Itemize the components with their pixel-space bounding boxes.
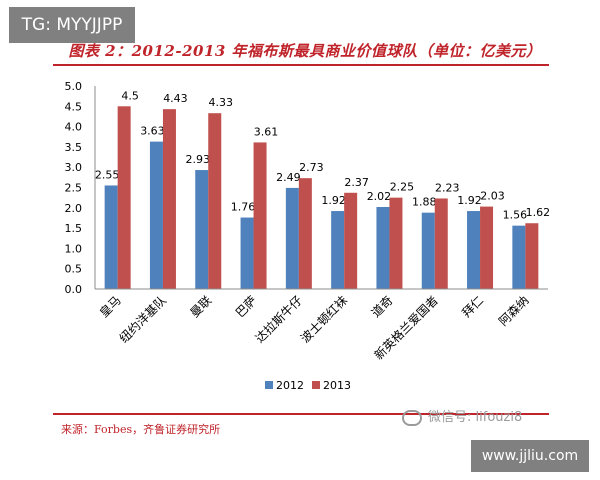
wechat-icon [402, 409, 422, 426]
wechat-watermark: 微信号: lifouzi8 [402, 406, 522, 426]
bar-2013-1 [117, 106, 131, 289]
data-label-2013-10: 1.62 [526, 206, 551, 219]
data-label-2013-2: 4.43 [163, 92, 188, 105]
legend-label-2013: 2013 [323, 379, 351, 392]
data-label-2012-9: 1.92 [457, 194, 482, 207]
chart-title: 图表 2：2012-2013 年福布斯最具商业价值球队（单位：亿美元） [68, 42, 542, 60]
y-tick-label: 0.5 [65, 263, 83, 276]
y-tick-label: 3.5 [65, 141, 83, 154]
data-label-2013-5: 2.73 [299, 161, 324, 174]
bar-2012-4 [240, 217, 254, 289]
bar-2013-7 [389, 197, 403, 289]
data-label-2012-10: 1.56 [503, 209, 528, 222]
source-rule [53, 413, 549, 415]
y-tick-label: 1.0 [65, 242, 83, 255]
category-label: 阿森纳 [495, 293, 531, 329]
y-tick-label: 4.5 [65, 100, 83, 113]
bar-2012-2 [149, 141, 163, 289]
y-tick-label: 4.0 [65, 121, 83, 134]
category-label: 达拉斯牛仔 [252, 293, 305, 346]
data-label-2013-3: 4.33 [209, 96, 234, 109]
watermark-bottom: www.jjliu.com [471, 440, 589, 472]
category-label: 波士顿红袜 [297, 293, 350, 346]
bar-2012-3 [195, 170, 209, 289]
data-label-2013-4: 3.61 [254, 125, 279, 138]
bar-2012-5 [285, 187, 299, 289]
legend-swatch-2013 [312, 381, 320, 389]
bar-2013-2 [162, 109, 176, 289]
category-label: 纽约洋基队 [116, 293, 169, 346]
category-label: 巴萨 [233, 293, 260, 320]
bar-2013-5 [298, 178, 312, 289]
category-label: 道奇 [369, 293, 396, 320]
y-tick-label: 2.5 [65, 182, 83, 195]
data-label-2012-1: 2.55 [95, 168, 120, 181]
bar-2012-10 [512, 225, 526, 289]
bar-2012-6 [331, 211, 345, 289]
data-label-2012-8: 1.88 [412, 196, 437, 209]
bar-2012-8 [421, 212, 435, 289]
data-label-2012-7: 2.02 [367, 190, 392, 203]
data-label-2013-8: 2.23 [435, 181, 460, 194]
bar-2012-1 [104, 185, 118, 289]
bar-2012-9 [467, 211, 481, 289]
legend-label-2012: 2012 [276, 379, 304, 392]
bar-2013-8 [434, 198, 448, 289]
wechat-id: 微信号: lifouzi8 [428, 410, 523, 425]
category-label: 曼联 [187, 293, 214, 320]
category-label: 皇马 [97, 293, 124, 320]
data-label-2013-6: 2.37 [344, 176, 369, 189]
data-label-2012-4: 1.76 [231, 201, 256, 214]
bar-2013-6 [344, 192, 358, 289]
y-tick-label: 3.0 [65, 161, 83, 174]
y-tick-label: 2.0 [65, 202, 83, 215]
watermark-top: TG: MYYJJPP [9, 7, 135, 43]
data-label-2013-7: 2.25 [390, 181, 415, 194]
y-tick-label: 5.0 [65, 80, 83, 93]
source-note: 来源：Forbes，齐鲁证券研究所 [61, 423, 221, 436]
title-rule [53, 64, 549, 66]
legend-swatch-2012 [265, 381, 273, 389]
data-label-2013-9: 2.03 [480, 190, 505, 203]
bar-2013-3 [208, 113, 222, 290]
bar-2013-9 [480, 206, 494, 289]
category-label: 拜仁 [459, 293, 486, 320]
data-label-2013-1: 4.5 [121, 89, 139, 102]
bar-2013-4 [253, 142, 267, 289]
y-tick-label: 1.5 [65, 222, 83, 235]
y-tick-label: 0.0 [65, 283, 83, 296]
data-label-2012-3: 2.93 [186, 153, 211, 166]
data-label-2012-6: 1.92 [321, 194, 346, 207]
data-label-2012-2: 3.63 [140, 125, 165, 138]
bar-2012-7 [376, 206, 390, 289]
bar-2013-10 [525, 223, 539, 289]
data-label-2012-5: 2.49 [276, 171, 301, 184]
